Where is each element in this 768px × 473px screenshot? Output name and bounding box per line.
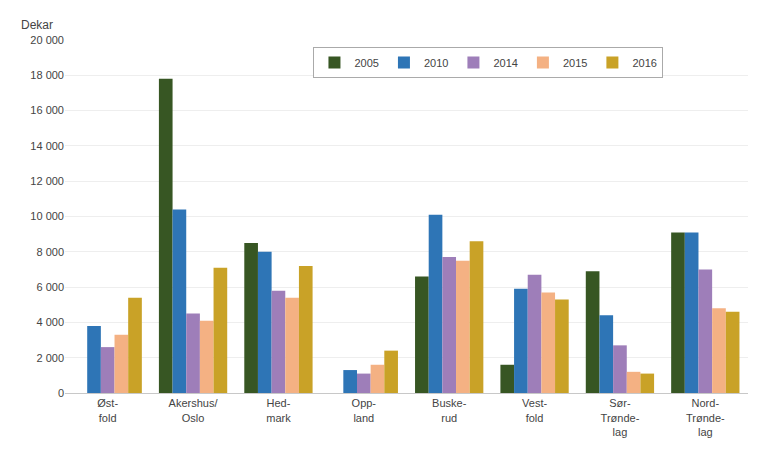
svg-text:2016: 2016 — [632, 57, 656, 69]
svg-text:6 000: 6 000 — [36, 281, 64, 293]
svg-text:4 000: 4 000 — [36, 316, 64, 328]
svg-text:Dekar: Dekar — [21, 18, 53, 32]
svg-text:16 000: 16 000 — [30, 104, 64, 116]
svg-text:2010: 2010 — [424, 57, 448, 69]
svg-text:Sør-Trønde-lag: Sør-Trønde-lag — [601, 397, 640, 438]
svg-text:Hed-mark: Hed-mark — [266, 397, 291, 423]
svg-text:20 000: 20 000 — [30, 34, 64, 46]
svg-text:2005: 2005 — [354, 57, 378, 69]
svg-text:Buske-rud: Buske-rud — [432, 397, 467, 423]
svg-text:Vest-fold: Vest-fold — [522, 397, 547, 423]
svg-text:Nord-Trønde-lag: Nord-Trønde-lag — [686, 397, 725, 438]
svg-text:0: 0 — [58, 387, 64, 399]
svg-text:10 000: 10 000 — [30, 210, 64, 222]
svg-text:Øst-fold: Øst-fold — [97, 397, 118, 423]
svg-text:12 000: 12 000 — [30, 175, 64, 187]
svg-text:2015: 2015 — [563, 57, 587, 69]
svg-text:18 000: 18 000 — [30, 69, 64, 81]
svg-text:2 000: 2 000 — [36, 352, 64, 364]
svg-text:Akershus/Oslo: Akershus/Oslo — [169, 397, 219, 423]
svg-text:Opp-land: Opp-land — [352, 397, 377, 423]
svg-text:14 000: 14 000 — [30, 140, 64, 152]
svg-text:2014: 2014 — [493, 57, 517, 69]
svg-text:8 000: 8 000 — [36, 246, 64, 258]
